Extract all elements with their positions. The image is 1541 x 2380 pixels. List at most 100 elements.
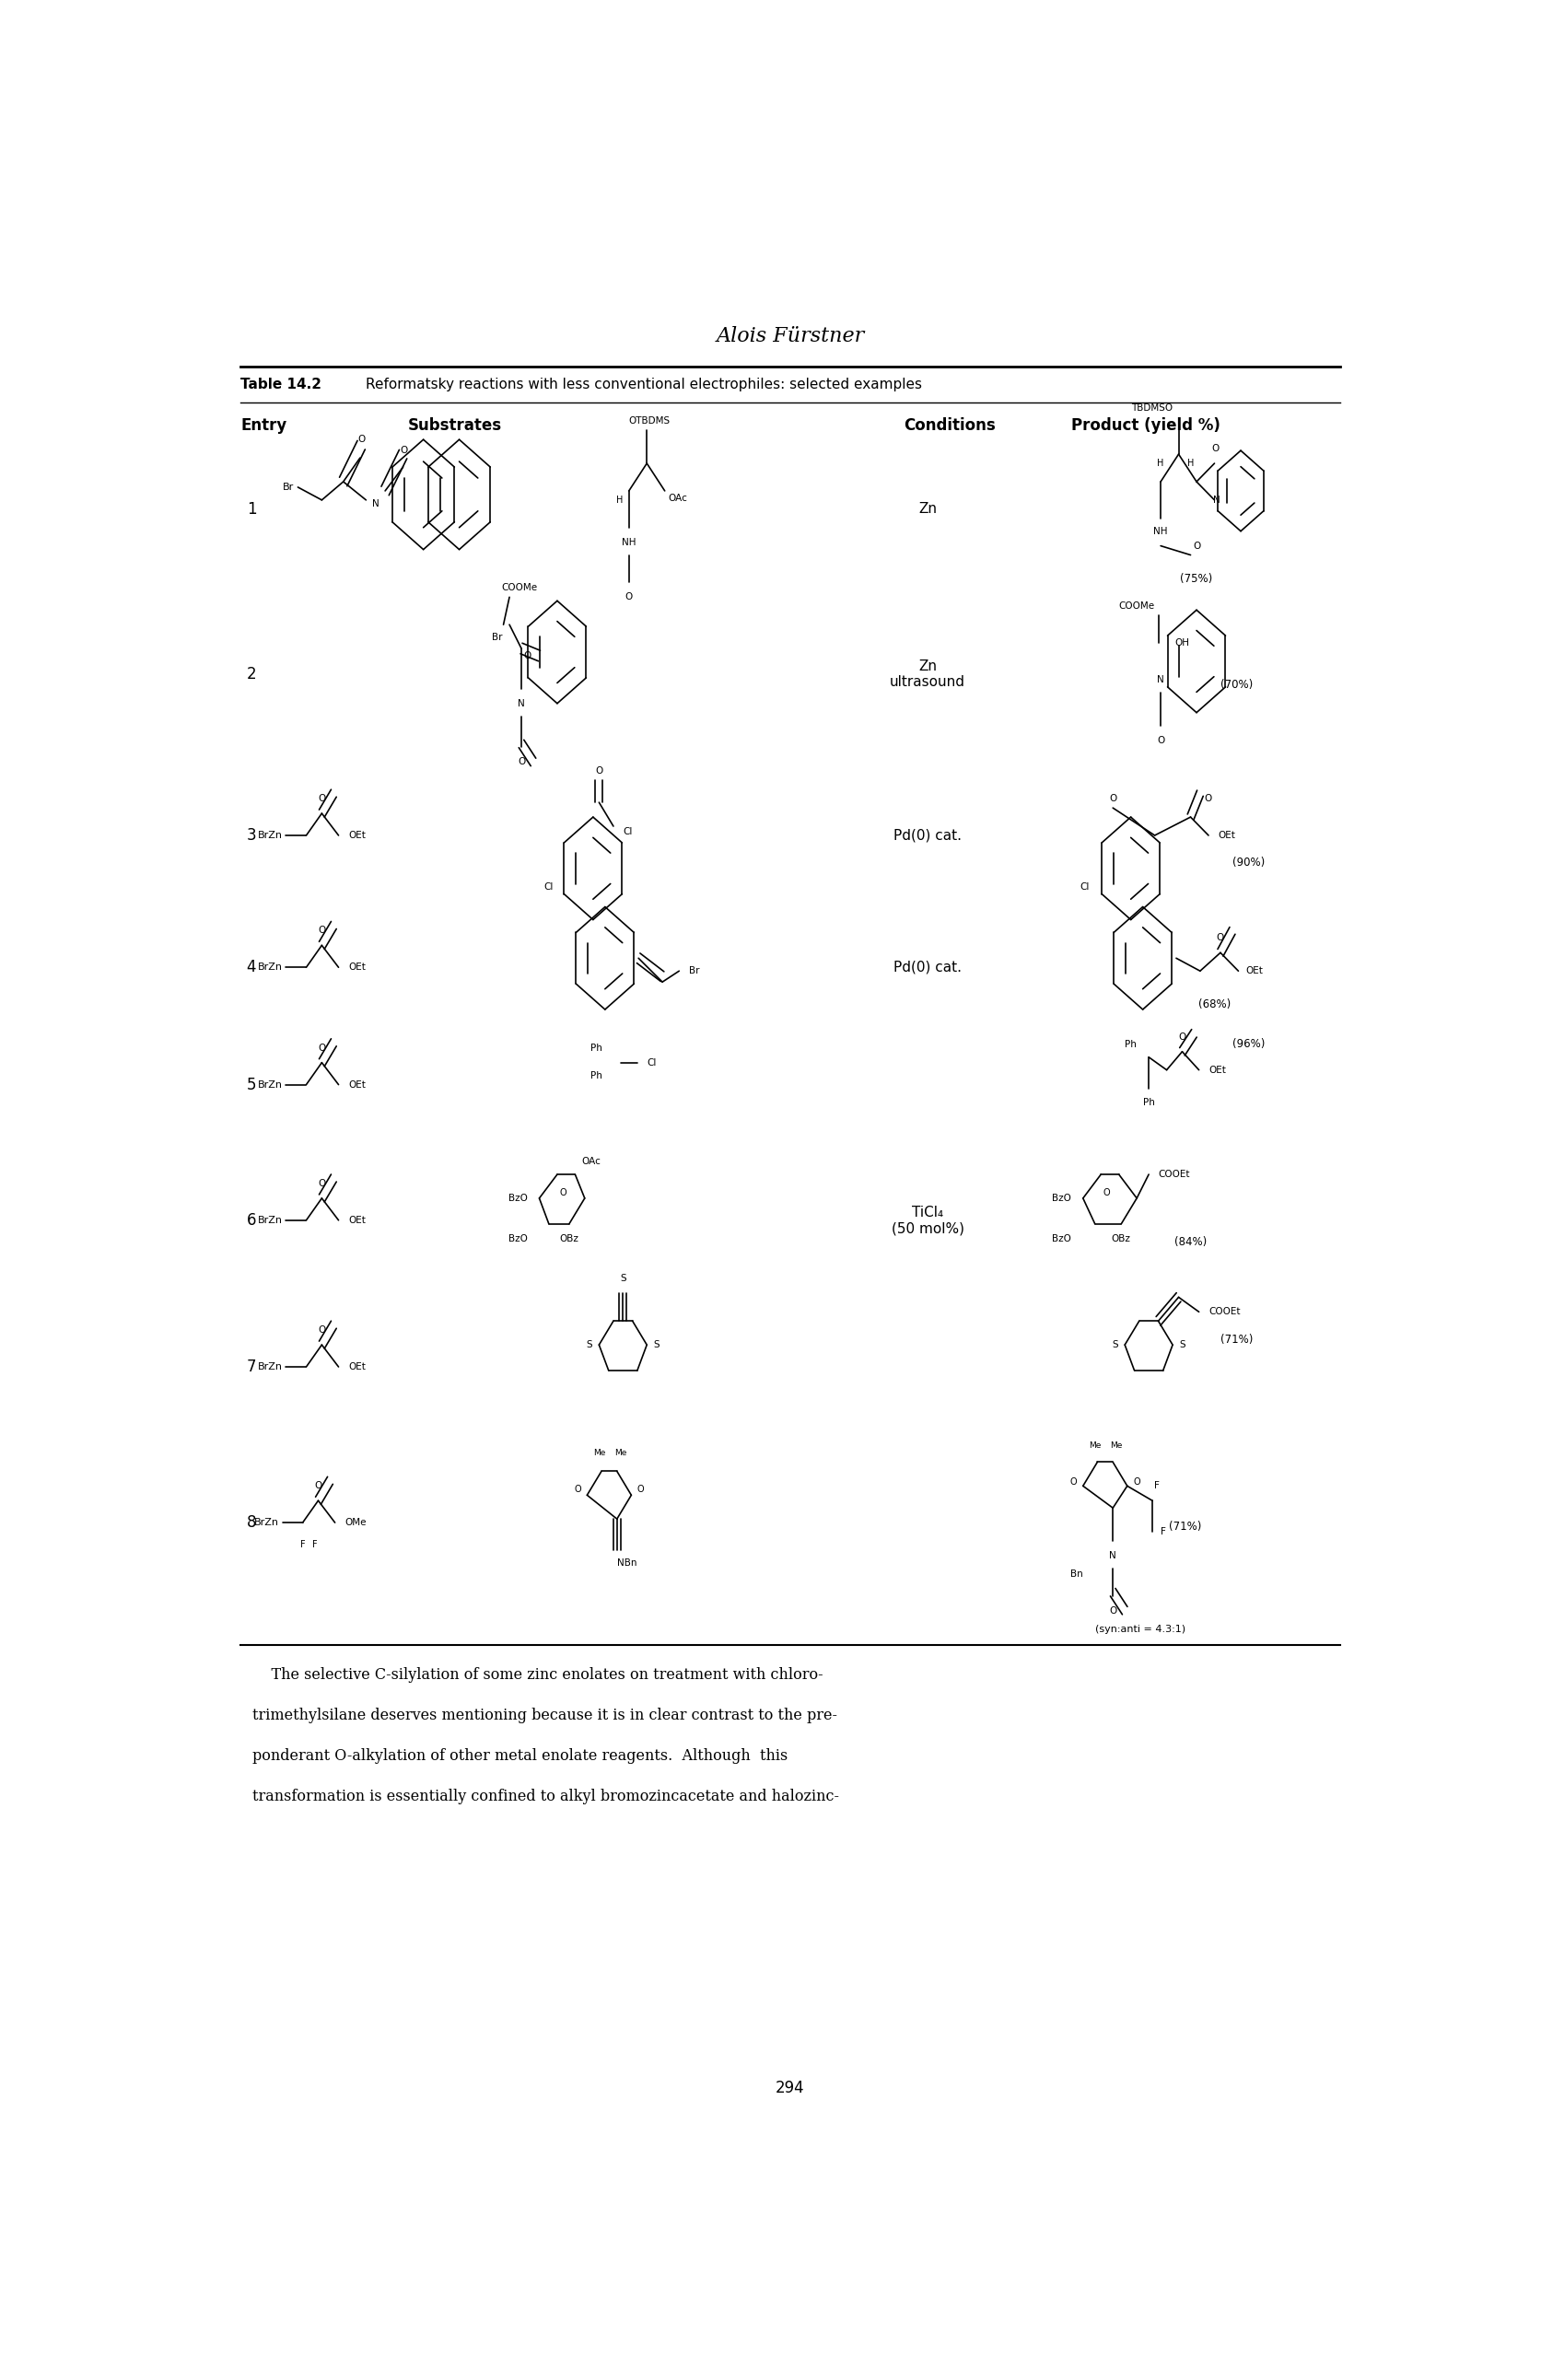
- Text: O: O: [1193, 540, 1199, 550]
- Text: Cl: Cl: [1079, 883, 1088, 890]
- Text: Conditions: Conditions: [903, 416, 995, 433]
- Text: (90%): (90%): [1231, 857, 1264, 869]
- Text: 3: 3: [247, 828, 256, 843]
- Text: Pd(0) cat.: Pd(0) cat.: [894, 828, 962, 843]
- Text: O: O: [595, 766, 603, 776]
- Text: O: O: [1103, 1188, 1110, 1197]
- Text: S: S: [1179, 1340, 1185, 1349]
- Text: OEt: OEt: [348, 964, 365, 971]
- Text: N: N: [518, 700, 524, 707]
- Text: (96%): (96%): [1231, 1038, 1264, 1050]
- Text: (71%): (71%): [1220, 1333, 1253, 1345]
- Text: (68%): (68%): [1197, 997, 1230, 1009]
- Text: BzO: BzO: [1051, 1233, 1071, 1242]
- Text: Me: Me: [1088, 1442, 1100, 1449]
- Text: Br: Br: [284, 483, 294, 493]
- Text: Ph: Ph: [590, 1071, 603, 1081]
- Text: O: O: [314, 1480, 322, 1490]
- Text: S: S: [619, 1273, 626, 1283]
- Text: Reformatsky reactions with less conventional electrophiles: selected examples: Reformatsky reactions with less conventi…: [365, 378, 922, 390]
- Text: O: O: [518, 757, 525, 766]
- Text: OEt: OEt: [348, 831, 365, 840]
- Text: BrZn: BrZn: [257, 1216, 282, 1226]
- Text: 2: 2: [247, 666, 256, 683]
- Text: O: O: [401, 445, 408, 455]
- Text: O: O: [1156, 735, 1163, 745]
- Text: Me: Me: [613, 1449, 626, 1457]
- Text: COOMe: COOMe: [1119, 602, 1154, 612]
- Text: O: O: [317, 795, 325, 804]
- Text: 294: 294: [775, 2080, 804, 2097]
- Text: H: H: [1187, 459, 1193, 469]
- Text: OH: OH: [1174, 638, 1190, 647]
- Text: OEt: OEt: [348, 1081, 365, 1090]
- Text: O: O: [1216, 933, 1224, 942]
- Text: OAc: OAc: [667, 493, 687, 502]
- Text: O: O: [624, 593, 632, 602]
- Text: O: O: [1211, 445, 1219, 452]
- Text: COOEt: COOEt: [1157, 1171, 1190, 1178]
- Text: COOEt: COOEt: [1208, 1307, 1239, 1316]
- Text: Ph: Ph: [1125, 1040, 1136, 1050]
- Text: Substrates: Substrates: [407, 416, 502, 433]
- Text: Cl: Cl: [623, 828, 632, 835]
- Text: OBz: OBz: [559, 1233, 578, 1242]
- Text: O: O: [317, 926, 325, 935]
- Text: Zn
ultrasound: Zn ultrasound: [889, 659, 965, 690]
- Text: Alois Fürstner: Alois Fürstner: [715, 326, 865, 345]
- Text: N: N: [1108, 1552, 1116, 1561]
- Text: (71%): (71%): [1168, 1521, 1200, 1533]
- Text: S: S: [653, 1340, 660, 1349]
- Text: BrZn: BrZn: [254, 1518, 279, 1528]
- Text: OEt: OEt: [1217, 831, 1234, 840]
- Text: S: S: [1111, 1340, 1117, 1349]
- Text: O: O: [1177, 1033, 1185, 1042]
- Text: BzO: BzO: [509, 1233, 527, 1242]
- Text: F: F: [311, 1540, 317, 1549]
- Text: BrZn: BrZn: [257, 964, 282, 971]
- Text: O: O: [1133, 1478, 1140, 1488]
- Text: COOMe: COOMe: [501, 583, 536, 593]
- Text: Me: Me: [1110, 1442, 1122, 1449]
- Text: 8: 8: [247, 1514, 256, 1530]
- Text: BrZn: BrZn: [257, 831, 282, 840]
- Text: N: N: [371, 500, 379, 509]
- Text: TBDMSO: TBDMSO: [1130, 405, 1171, 414]
- Text: Product (yield %): Product (yield %): [1071, 416, 1219, 433]
- Text: The selective C-silylation of some zinc enolates on treatment with chloro-: The selective C-silylation of some zinc …: [253, 1668, 823, 1683]
- Text: O: O: [317, 1042, 325, 1052]
- Text: F: F: [300, 1540, 305, 1549]
- Text: NBn: NBn: [616, 1559, 636, 1568]
- Text: Bn: Bn: [1069, 1568, 1083, 1578]
- Text: 7: 7: [247, 1359, 256, 1376]
- Text: H: H: [1157, 459, 1163, 469]
- Text: O: O: [317, 1178, 325, 1188]
- Text: Me: Me: [593, 1449, 604, 1457]
- Text: O: O: [1069, 1478, 1076, 1488]
- Text: BrZn: BrZn: [257, 1361, 282, 1371]
- Text: Entry: Entry: [240, 416, 287, 433]
- Text: OEt: OEt: [348, 1361, 365, 1371]
- Text: 5: 5: [247, 1076, 256, 1092]
- Text: OEt: OEt: [348, 1216, 365, 1226]
- Text: OEt: OEt: [1208, 1066, 1225, 1073]
- Text: O: O: [636, 1485, 644, 1495]
- Text: OAc: OAc: [581, 1157, 599, 1166]
- Text: TiCl₄
(50 mol%): TiCl₄ (50 mol%): [891, 1204, 963, 1235]
- Text: 6: 6: [247, 1211, 256, 1228]
- Text: OTBDMS: OTBDMS: [629, 416, 670, 426]
- Text: O: O: [1108, 1606, 1116, 1616]
- Text: O: O: [317, 1326, 325, 1335]
- Text: Cl: Cl: [647, 1059, 656, 1066]
- Text: 4: 4: [247, 959, 256, 976]
- Text: O: O: [1108, 795, 1116, 804]
- Text: Ph: Ph: [590, 1042, 603, 1052]
- Text: 1: 1: [247, 500, 256, 516]
- Text: O: O: [358, 436, 365, 445]
- Text: NH: NH: [621, 538, 636, 547]
- Text: OBz: OBz: [1111, 1233, 1130, 1242]
- Text: Zn: Zn: [918, 502, 937, 516]
- Text: (syn:anti = 4.3:1): (syn:anti = 4.3:1): [1094, 1623, 1185, 1633]
- Text: BzO: BzO: [1051, 1195, 1071, 1202]
- Text: OMe: OMe: [344, 1518, 365, 1528]
